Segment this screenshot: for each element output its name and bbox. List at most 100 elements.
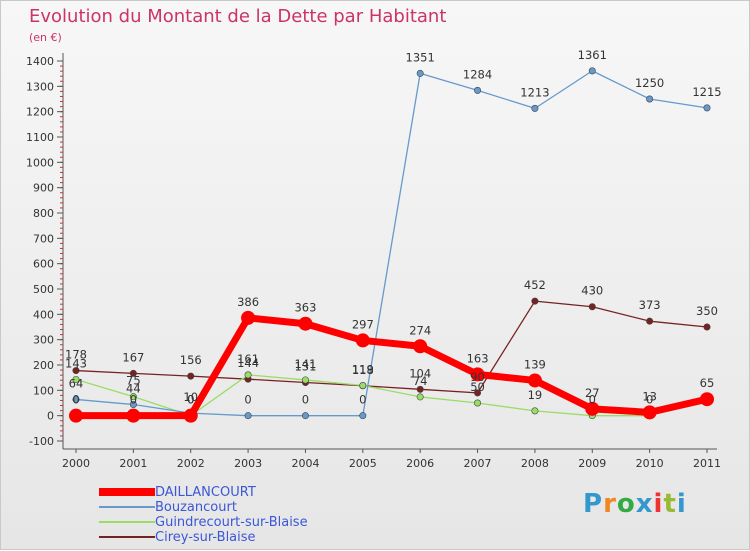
data-point — [301, 376, 309, 384]
data-point — [416, 69, 424, 77]
y-tick-label: 1100 — [26, 131, 54, 144]
x-tick-label: 2003 — [234, 457, 262, 470]
data-point — [646, 317, 654, 325]
data-point — [359, 382, 367, 390]
y-tick-label: 1300 — [26, 80, 54, 93]
data-label: 0 — [130, 393, 137, 407]
y-tick-label: 800 — [33, 207, 54, 220]
y-tick-label: 1000 — [26, 156, 54, 169]
data-label: 0 — [244, 393, 251, 407]
data-label: 156 — [180, 353, 202, 367]
legend-swatch — [99, 488, 155, 496]
data-point — [703, 323, 711, 331]
x-tick-label: 2011 — [693, 457, 721, 470]
data-label: 64 — [69, 376, 84, 390]
chart-title: Evolution du Montant de la Dette par Hab… — [29, 6, 447, 27]
data-label: 50 — [470, 380, 485, 394]
data-label: 386 — [237, 295, 259, 309]
data-point — [474, 389, 482, 397]
x-tick-label: 2005 — [349, 457, 377, 470]
legend-label: DAILLANCOURT — [155, 485, 256, 500]
data-label: 10 — [183, 390, 198, 404]
data-label: 0 — [72, 393, 79, 407]
data-label: 139 — [524, 357, 546, 371]
data-point — [416, 393, 424, 401]
data-point — [129, 369, 137, 377]
logo-letter: i — [653, 489, 664, 519]
y-tick-label: 700 — [33, 232, 54, 245]
y-tick-label: -100 — [29, 435, 54, 448]
data-point — [531, 104, 539, 112]
data-point — [72, 375, 80, 383]
data-label: 167 — [122, 350, 144, 364]
data-point — [359, 412, 367, 420]
data-point — [244, 412, 252, 420]
data-label: 74 — [413, 374, 428, 388]
data-label: 0 — [646, 393, 653, 407]
y-tick-label: 1200 — [26, 106, 54, 119]
x-tick-label: 2006 — [406, 457, 434, 470]
logo-letter: P — [583, 489, 604, 519]
data-label: 163 — [467, 351, 489, 365]
data-label: 1284 — [463, 67, 492, 81]
data-point — [531, 407, 539, 415]
data-label: 1351 — [406, 50, 435, 64]
data-label: 373 — [639, 298, 661, 312]
data-label: 13 — [642, 389, 657, 403]
legend-label: Guindrecourt-sur-Blaise — [155, 515, 308, 530]
y-tick-label: 200 — [33, 359, 54, 372]
x-tick-label: 2008 — [521, 457, 549, 470]
data-point — [187, 372, 195, 380]
data-point — [646, 95, 654, 103]
data-point — [700, 392, 714, 407]
data-label: 144 — [237, 356, 259, 370]
y-tick-label: 1400 — [26, 55, 54, 68]
data-label: 44 — [126, 382, 141, 396]
x-tick-label: 2010 — [636, 457, 664, 470]
x-tick-label: 2009 — [578, 457, 606, 470]
data-label: 1213 — [520, 85, 549, 99]
data-point — [183, 408, 198, 423]
y-tick-label: 600 — [33, 258, 54, 271]
y-tick-label: 100 — [33, 384, 54, 397]
data-point — [474, 399, 482, 407]
series-line-cirey-sur-blaise — [75, 300, 708, 394]
data-label: 141 — [294, 357, 316, 371]
data-label: 274 — [409, 323, 431, 337]
data-label: 161 — [237, 352, 259, 366]
data-label: 143 — [65, 356, 87, 370]
data-label: 118 — [352, 363, 374, 377]
data-label: 430 — [581, 284, 603, 298]
data-label: 350 — [696, 304, 718, 318]
data-point — [129, 401, 137, 409]
data-point — [298, 316, 313, 331]
legend-label: Cirey-sur-Blaise — [155, 530, 256, 545]
y-tick-label: 0 — [47, 410, 54, 423]
data-label: 119 — [352, 363, 374, 377]
data-label: 65 — [700, 376, 715, 390]
data-label: 1250 — [635, 76, 664, 90]
data-point — [244, 371, 252, 379]
data-point — [72, 367, 80, 375]
data-point — [474, 86, 482, 94]
x-tick-label: 2002 — [177, 457, 205, 470]
data-label: 0 — [589, 393, 596, 407]
data-label: 1361 — [578, 48, 607, 62]
data-point — [69, 408, 83, 423]
data-point — [585, 401, 600, 416]
series-line-bouzancourt — [75, 70, 708, 417]
data-point — [642, 405, 657, 420]
data-point — [413, 339, 428, 354]
data-point — [301, 412, 309, 420]
data-label: 0 — [302, 393, 309, 407]
x-tick-label: 2001 — [119, 457, 147, 470]
data-label: 131 — [294, 359, 316, 373]
proxiti-logo: Proxiti — [583, 489, 687, 519]
data-point — [527, 373, 542, 388]
chart-unit: (en €) — [29, 31, 62, 44]
data-point — [126, 408, 141, 423]
data-point — [588, 303, 596, 311]
x-tick-label: 2007 — [464, 457, 492, 470]
